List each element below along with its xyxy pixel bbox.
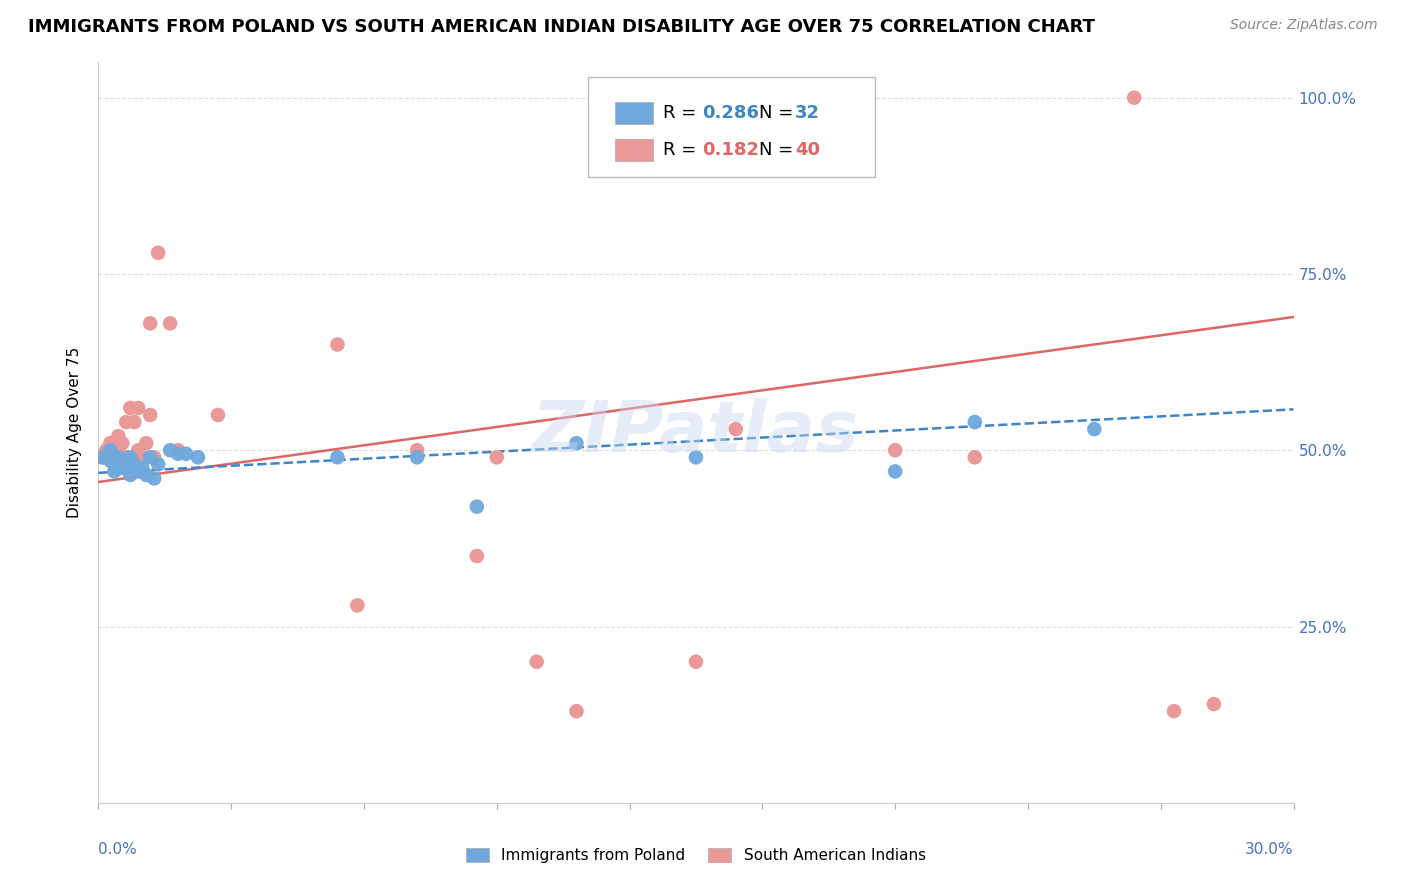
Point	[127, 464, 149, 478]
Point	[107, 461, 129, 475]
Point	[159, 316, 181, 330]
Point	[1083, 422, 1105, 436]
Point	[96, 443, 118, 458]
Point	[115, 450, 138, 465]
Point	[139, 316, 162, 330]
Point	[124, 450, 146, 465]
Point	[406, 443, 429, 458]
Point	[111, 450, 134, 465]
Point	[565, 436, 588, 450]
Point	[1163, 704, 1185, 718]
Point	[107, 443, 129, 458]
Point	[98, 443, 122, 458]
Point	[485, 450, 508, 465]
Point	[326, 337, 349, 351]
Point	[124, 458, 146, 472]
Point	[963, 415, 986, 429]
Point	[107, 450, 129, 465]
Point	[159, 443, 181, 458]
Text: R =: R =	[662, 103, 702, 122]
Point	[465, 549, 488, 563]
Text: IMMIGRANTS FROM POLAND VS SOUTH AMERICAN INDIAN DISABILITY AGE OVER 75 CORRELATI: IMMIGRANTS FROM POLAND VS SOUTH AMERICAN…	[28, 18, 1095, 36]
Text: N =: N =	[759, 141, 799, 159]
Point	[96, 450, 118, 465]
Point	[91, 450, 114, 465]
Point	[406, 450, 429, 465]
Point	[131, 450, 153, 465]
Point	[120, 450, 142, 465]
Point	[98, 443, 122, 458]
Point	[107, 429, 129, 443]
Text: 0.286: 0.286	[702, 103, 759, 122]
Point	[526, 655, 548, 669]
Text: ZIPatlas: ZIPatlas	[533, 398, 859, 467]
Point	[111, 436, 134, 450]
FancyBboxPatch shape	[589, 78, 875, 178]
Y-axis label: Disability Age Over 75: Disability Age Over 75	[67, 347, 83, 518]
Point	[148, 245, 170, 260]
Point	[127, 401, 149, 415]
Point	[139, 450, 162, 465]
Point	[135, 436, 157, 450]
Point	[143, 450, 166, 465]
Point	[685, 450, 707, 465]
Text: 30.0%: 30.0%	[1246, 842, 1294, 856]
Point	[884, 443, 907, 458]
Point	[103, 450, 125, 465]
Point	[724, 422, 747, 436]
Point	[127, 443, 149, 458]
Point	[98, 454, 122, 468]
Point	[143, 471, 166, 485]
Point	[120, 401, 142, 415]
Point	[103, 450, 125, 465]
Text: Source: ZipAtlas.com: Source: ZipAtlas.com	[1230, 18, 1378, 32]
Point	[326, 450, 349, 465]
Point	[1123, 91, 1146, 105]
Point	[167, 447, 190, 461]
Point	[131, 461, 153, 475]
Point	[115, 461, 138, 475]
Point	[115, 415, 138, 429]
Point	[111, 458, 134, 472]
Point	[167, 443, 190, 458]
Point	[465, 500, 488, 514]
Point	[565, 704, 588, 718]
Point	[1202, 697, 1225, 711]
Legend: Immigrants from Poland, South American Indians: Immigrants from Poland, South American I…	[460, 842, 932, 869]
Point	[98, 436, 122, 450]
Point	[135, 467, 157, 482]
Bar	[614, 102, 652, 124]
Text: 40: 40	[796, 141, 820, 159]
Point	[685, 655, 707, 669]
Point	[174, 447, 197, 461]
Text: R =: R =	[662, 141, 702, 159]
Text: N =: N =	[759, 103, 799, 122]
Point	[111, 461, 134, 475]
Point	[103, 464, 125, 478]
Point	[963, 450, 986, 465]
Point	[148, 458, 170, 472]
Text: 0.182: 0.182	[702, 141, 759, 159]
Point	[91, 450, 114, 465]
Point	[884, 464, 907, 478]
Point	[346, 599, 368, 613]
Point	[120, 450, 142, 465]
Point	[139, 408, 162, 422]
Point	[124, 415, 146, 429]
Bar	[614, 138, 652, 161]
Text: 32: 32	[796, 103, 820, 122]
Point	[120, 467, 142, 482]
Point	[187, 450, 209, 465]
Text: 0.0%: 0.0%	[98, 842, 138, 856]
Point	[207, 408, 229, 422]
